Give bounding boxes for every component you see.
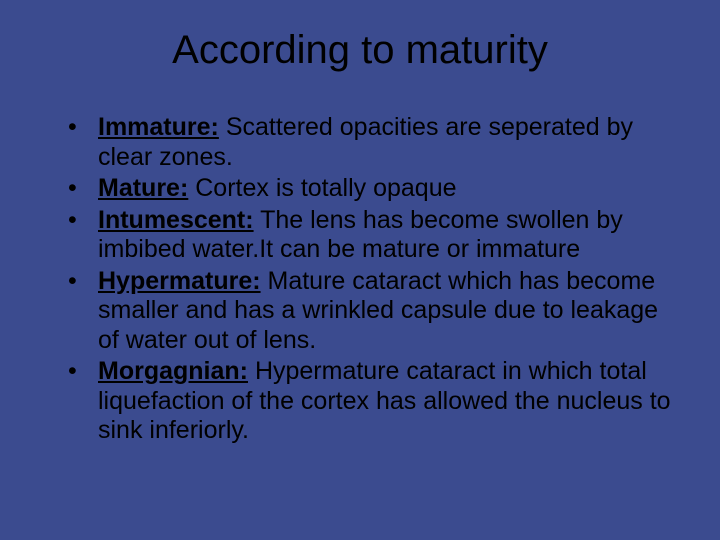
description: Cortex is totally opaque (188, 174, 456, 202)
list-item: Mature: Cortex is totally opaque (68, 174, 676, 204)
slide-title: According to maturity (44, 28, 676, 73)
term: Hypermature: (98, 267, 261, 295)
list-item: Morgagnian: Hypermature cataract in whic… (68, 357, 676, 446)
list-item: Intumescent: The lens has become swollen… (68, 206, 676, 265)
list-item: Hypermature: Mature cataract which has b… (68, 267, 676, 356)
term: Immature: (98, 113, 219, 141)
list-item: Immature: Scattered opacities are sepera… (68, 113, 676, 172)
term: Mature: (98, 174, 188, 202)
bullet-list: Immature: Scattered opacities are sepera… (44, 113, 676, 446)
term: Intumescent: (98, 206, 254, 234)
term: Morgagnian: (98, 357, 248, 385)
